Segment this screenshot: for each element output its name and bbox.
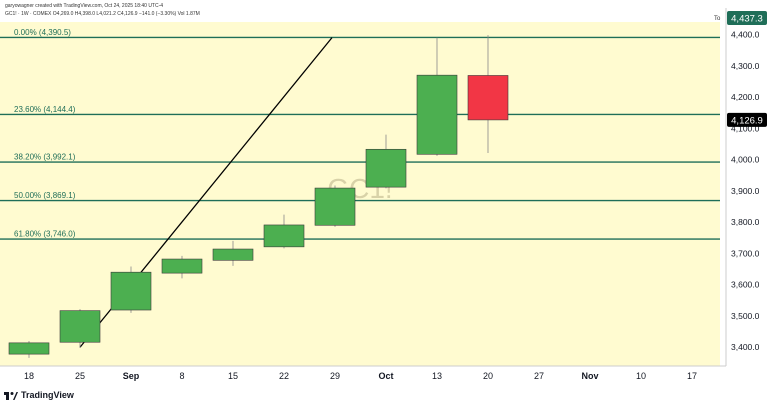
y-tick-label: 4,100.0 bbox=[731, 123, 760, 133]
candle-body bbox=[212, 248, 254, 261]
x-tick-label: Oct bbox=[378, 371, 393, 381]
y-tick-label: 3,600.0 bbox=[731, 280, 760, 290]
candle-body bbox=[467, 75, 509, 121]
candle-body bbox=[263, 224, 305, 248]
candle-body bbox=[365, 148, 407, 188]
candle-body bbox=[161, 258, 203, 274]
price-badge bbox=[727, 112, 767, 127]
x-tick-label: 27 bbox=[534, 371, 544, 381]
x-tick-label: 20 bbox=[483, 371, 493, 381]
y-tick-label: 4,000.0 bbox=[731, 155, 760, 165]
ticker-info: GC1! · 1W · COMEX O4,269.0 H4,398.0 L4,0… bbox=[5, 11, 200, 17]
y-tick-label: 3,900.0 bbox=[731, 186, 760, 196]
tradingview-brand: TradingView bbox=[21, 390, 74, 400]
x-tick-label: 10 bbox=[636, 371, 646, 381]
fib-level-label: 50.00% (3,869.1) bbox=[14, 191, 76, 200]
tradingview-footer[interactable]: TradingView bbox=[4, 390, 74, 400]
y-tick-label: 4,300.0 bbox=[731, 61, 760, 71]
x-tick-label: 8 bbox=[179, 371, 184, 381]
tradingview-logo-icon bbox=[4, 392, 18, 400]
candle-body bbox=[314, 187, 356, 226]
candle-body bbox=[8, 342, 50, 355]
y-tick-label: 3,700.0 bbox=[731, 248, 760, 258]
y-tick-label: 3,400.0 bbox=[731, 342, 760, 352]
x-tick-label: 29 bbox=[330, 371, 340, 381]
fib-level-label: 61.80% (3,746.0) bbox=[14, 230, 76, 239]
x-tick-label: Nov bbox=[581, 371, 598, 381]
x-tick-label: 18 bbox=[24, 371, 34, 381]
x-tick-label: Sep bbox=[123, 371, 140, 381]
fib-level-label: 23.60% (4,144.4) bbox=[14, 105, 76, 114]
x-tick-label: 25 bbox=[75, 371, 85, 381]
candle-body bbox=[110, 271, 152, 311]
currency-marker: To bbox=[714, 16, 721, 22]
x-tick-label: 17 bbox=[687, 371, 697, 381]
price-badge-label: 4,437.3 bbox=[731, 14, 763, 25]
candle-body bbox=[416, 74, 458, 155]
price-badge bbox=[727, 11, 767, 25]
x-tick-label: 13 bbox=[432, 371, 442, 381]
y-tick-label: 4,200.0 bbox=[731, 92, 760, 102]
y-tick-label: 4,400.0 bbox=[731, 30, 760, 40]
x-tick-label: 22 bbox=[279, 371, 289, 381]
fib-level-label: 0.00% (4,390.5) bbox=[14, 28, 71, 37]
x-tick-label: 15 bbox=[228, 371, 238, 381]
candle-body bbox=[59, 310, 101, 343]
credit-line: garyowagner created with TradingView.com… bbox=[5, 3, 164, 9]
price-badge-label: 4,126.9 bbox=[731, 115, 763, 126]
y-tick-label: 3,500.0 bbox=[731, 311, 760, 321]
fib-level-label: 38.20% (3,992.1) bbox=[14, 153, 76, 162]
y-tick-label: 3,800.0 bbox=[731, 217, 760, 227]
